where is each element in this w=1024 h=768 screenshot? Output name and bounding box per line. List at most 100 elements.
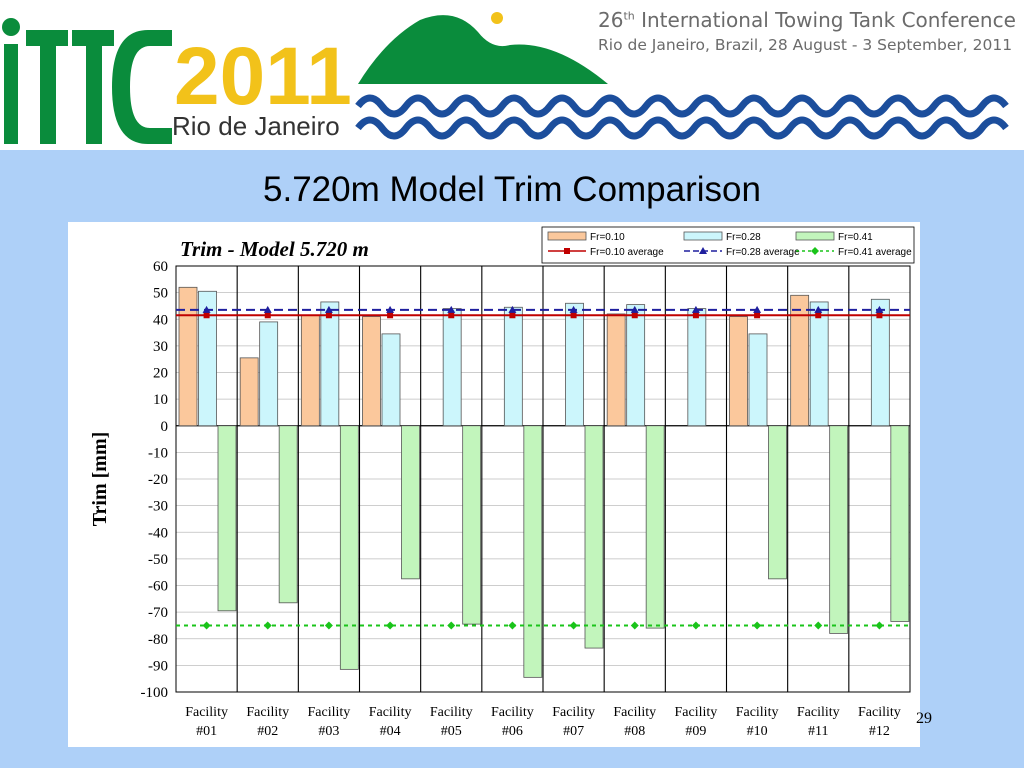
average-marker xyxy=(325,312,332,319)
y-tick-label: -10 xyxy=(148,445,168,461)
legend-label: Fr=0.41 xyxy=(838,232,873,243)
average-marker xyxy=(263,621,272,630)
x-tick-label: #02 xyxy=(257,724,278,739)
average-marker xyxy=(386,621,395,630)
y-tick-label: 0 xyxy=(161,419,169,435)
bar-Fr=0.41 xyxy=(829,425,849,634)
chart-panel: 60 50 40 30 20 10 0 -10 -20 -30 -40 -50 -60 -70 -80 -90… xyxy=(68,222,920,747)
bar-Fr=0.10 xyxy=(729,316,748,427)
x-tick-label: Facility xyxy=(430,705,473,720)
average-marker xyxy=(324,621,333,630)
x-tick-label: Facility xyxy=(491,705,534,720)
y-tick-label: -50 xyxy=(148,552,168,568)
x-tick-label: #06 xyxy=(502,724,523,739)
legend-marker xyxy=(564,248,570,254)
bar-Fr=0.28 xyxy=(748,333,768,427)
bar-Fr=0.10 xyxy=(178,286,198,427)
sun-icon xyxy=(491,12,503,24)
bar-Fr=0.41 xyxy=(217,425,237,612)
page-number: 29 xyxy=(916,710,932,727)
y-axis-label: Trim [mm] xyxy=(89,432,111,527)
legend-label: Fr=0.41 average xyxy=(838,247,912,258)
average-marker xyxy=(203,312,210,319)
legend-marker xyxy=(811,247,819,255)
bar-Fr=0.41 xyxy=(584,425,604,649)
bar-Fr=0.41 xyxy=(768,425,787,580)
bar-Fr=0.28 xyxy=(565,302,584,427)
y-tick-label: -70 xyxy=(148,605,168,621)
bar-Fr=0.28 xyxy=(809,301,829,427)
bar-Fr=0.10 xyxy=(606,313,626,427)
conference-title: 26th International Towing Tank Conferenc… xyxy=(598,8,1016,32)
bar-Fr=0.28 xyxy=(198,290,217,427)
average-marker xyxy=(508,305,517,313)
x-tick-label: #10 xyxy=(747,724,768,739)
average-marker xyxy=(263,305,272,313)
y-tick-label: 60 xyxy=(153,259,168,275)
average-marker xyxy=(753,621,762,630)
average-marker xyxy=(814,621,823,630)
legend-box xyxy=(541,226,915,264)
x-tick-label: Facility xyxy=(308,705,351,720)
waves-icon xyxy=(355,94,1009,140)
average-marker xyxy=(387,312,394,319)
average-marker xyxy=(569,621,578,630)
y-tick-label: -40 xyxy=(148,525,168,541)
bar-Fr=0.28 xyxy=(442,308,462,427)
bar-Fr=0.10 xyxy=(300,314,320,427)
average-marker xyxy=(691,305,700,313)
average-marker xyxy=(508,621,517,630)
average-marker xyxy=(509,312,516,319)
x-tick-label: Facility xyxy=(613,705,656,720)
average-marker xyxy=(875,621,884,630)
ittc-logo: 2011 Rio de Janeiro xyxy=(2,12,1009,144)
average-marker xyxy=(324,305,333,313)
bar-Fr=0.41 xyxy=(890,425,910,622)
legend-marker xyxy=(699,247,707,254)
average-marker xyxy=(447,305,456,313)
legend-label: Fr=0.28 average xyxy=(726,247,800,258)
y-tick-label: 20 xyxy=(153,366,168,382)
x-tick-label: Facility xyxy=(369,705,412,720)
y-tick-label: -90 xyxy=(148,658,168,674)
x-tick-label: #12 xyxy=(869,724,890,739)
average-marker xyxy=(753,305,762,313)
chart-title: Trim - Model 5.720 m xyxy=(180,237,369,261)
bar-Fr=0.28 xyxy=(259,321,279,427)
bar-Fr=0.28 xyxy=(626,304,646,427)
average-marker xyxy=(875,305,884,313)
average-marker xyxy=(202,305,211,313)
x-tick-label: #08 xyxy=(624,724,645,739)
average-marker xyxy=(691,621,700,630)
bar-Fr=0.28 xyxy=(381,333,401,427)
average-marker xyxy=(814,305,823,313)
x-tick-label: Facility xyxy=(736,705,779,720)
y-tick-label: -20 xyxy=(148,472,168,488)
bar-Fr=0.41 xyxy=(339,425,359,670)
average-marker xyxy=(570,312,577,319)
bar-Fr=0.41 xyxy=(401,425,420,580)
x-tick-label: Facility xyxy=(797,705,840,720)
legend-label: Fr=0.10 xyxy=(590,232,625,243)
average-marker xyxy=(630,621,639,630)
bar-Fr=0.10 xyxy=(239,357,259,427)
x-tick-label: #03 xyxy=(318,724,339,739)
y-tick-label: 10 xyxy=(153,392,168,408)
bar-Fr=0.41 xyxy=(278,425,298,604)
x-tick-label: Facility xyxy=(185,705,228,720)
x-tick-label: #01 xyxy=(196,724,217,739)
x-tick-label: Facility xyxy=(246,705,289,720)
legend-swatch xyxy=(683,231,723,241)
x-tick-label: #04 xyxy=(380,724,401,739)
y-tick-label: -30 xyxy=(148,499,168,515)
average-marker xyxy=(569,305,578,313)
bar-Fr=0.28 xyxy=(687,308,707,427)
y-tick-label: -100 xyxy=(141,685,169,701)
average-marker xyxy=(386,305,395,313)
bar-Fr=0.28 xyxy=(503,306,523,427)
mountain-icon xyxy=(358,15,608,85)
bar-Fr=0.41 xyxy=(462,425,482,625)
average-marker xyxy=(202,621,211,630)
y-tick-label: 30 xyxy=(153,339,168,355)
legend-swatch xyxy=(547,231,587,241)
